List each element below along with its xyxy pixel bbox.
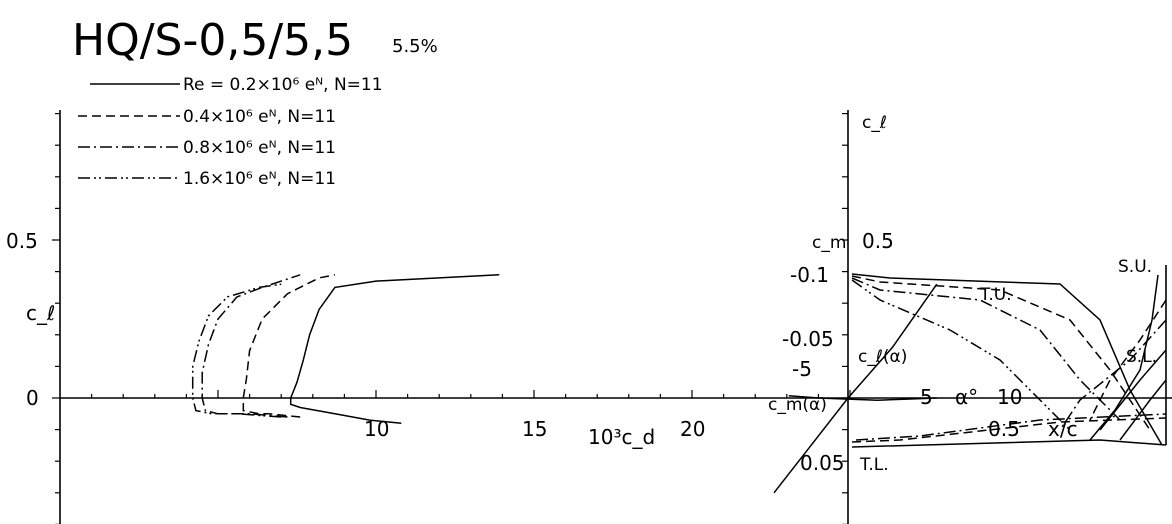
moment-curve [788,395,937,401]
transition-lower-dashdot [855,413,1167,441]
alpha-tick-label-5: 5 [920,385,933,409]
polar-x-tick-label-20: 20 [680,417,705,441]
polar-curve-0 [289,274,500,425]
legend-entry-0: Re = 0.2×10⁶ eᴺ, N=11 [90,75,383,95]
lift-y-ticks [842,112,848,524]
transition-upper-dashdotdot [851,279,1071,431]
polar-curve-2 [201,274,301,418]
chart-subtitle: 5.5% [392,36,438,57]
transition-lower-dashed [851,417,1167,443]
polar-y-ticks [52,112,60,524]
transition-upper-dashdot [851,277,1121,421]
separation-cross-b [1119,379,1167,441]
separation-lower-curve-b [1059,319,1167,431]
legend-entry-2: 0.8×10⁶ eᴺ, N=11 [78,138,336,158]
legend-label-1: 0.4×10⁶ eᴺ, N=11 [183,107,336,127]
label-tu: T.U. [979,285,1012,305]
polar-x-axis-label: 10³c_d [588,425,655,449]
lift-y-tick-label-0.5: 0.5 [862,229,894,253]
moment-curve-label: c_m(α) [768,395,827,415]
legend-label-0: Re = 0.2×10⁶ eᴺ, N=11 [183,75,383,95]
cm-tick-label-0: -0.1 [790,263,829,287]
transition-upper-dashed [851,275,1151,431]
alpha-tick-label-10: 10 [997,385,1022,409]
polar-y-tick-label-0: 0 [26,386,39,410]
cm-tick-label-2: 0.05 [800,451,845,475]
lift-y-axis-label: c_ℓ [862,113,887,133]
lift-curve-label: c_ℓ(α) [858,347,907,367]
polar-y-axis-label: c_ℓ [26,301,55,325]
legend-label-2: 0.8×10⁶ eᴺ, N=11 [183,138,336,158]
alpha-axis-label: α° [955,385,978,409]
cm-tick-label-1: -0.05 [782,327,834,351]
legend-entry-3: 1.6×10⁶ eᴺ, N=11 [78,169,336,189]
legend-entry-1: 0.4×10⁶ eᴺ, N=11 [78,107,336,127]
alpha-tick-label-neg5: -5 [792,357,812,381]
polar-y-tick-label-0.5: 0.5 [6,229,38,253]
transition-upper-solid [851,273,1163,446]
separation-lower-curve-a [1089,299,1167,421]
label-sl: S.L. [1126,347,1157,367]
separation-cross-a [1099,349,1167,431]
lift-curve-axes [842,110,1167,524]
separation-upper-curve [1089,274,1159,441]
chart-title: HQ/S-0,5/5,5 [72,15,353,66]
polar-axes [52,110,1172,524]
polar-curve-3 [191,283,282,418]
transition-curves [851,273,1167,448]
label-tl: T.L. [859,455,889,475]
transition-lower-solid [851,439,1167,448]
polar-curves [191,274,500,425]
lift-curve [773,283,938,494]
polar-x-ticks [90,390,851,398]
label-su: S.U. [1118,257,1152,277]
legend-label-3: 1.6×10⁶ eᴺ, N=11 [183,169,336,189]
cm-axis-label: c_m [812,233,846,253]
polar-curve-1 [242,274,336,418]
xc-axis-label: x/c [1048,417,1078,441]
polar-x-tick-label-15: 15 [522,417,547,441]
lift-curves [773,283,938,494]
legend: Re = 0.2×10⁶ eᴺ, N=11 0.4×10⁶ eᴺ, N=11 0… [78,75,383,189]
